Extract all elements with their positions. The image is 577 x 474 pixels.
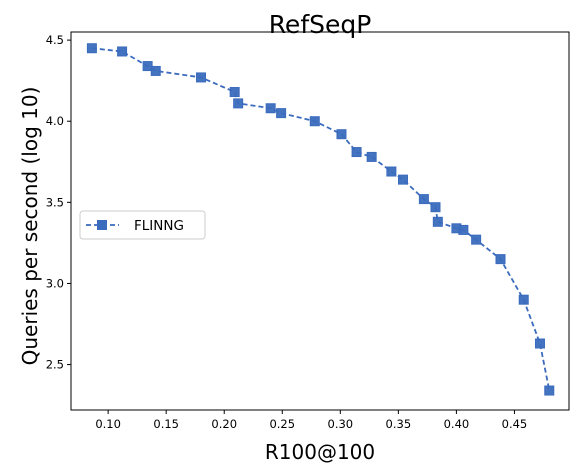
data-point — [229, 87, 240, 98]
series-layer — [86, 43, 555, 396]
data-point — [430, 202, 441, 213]
x-tick-label: 0.35 — [386, 417, 412, 431]
x-tick-label: 0.45 — [502, 417, 528, 431]
x-tick-label: 0.40 — [444, 417, 470, 431]
data-point — [458, 224, 469, 235]
x-tick-label: 0.20 — [211, 417, 237, 431]
data-point — [471, 234, 482, 245]
axis-ticks: 0.10 0.15 0.20 0.25 0.30 0.35 0.40 0.45 2.5 3.0 3.… — [46, 33, 528, 431]
data-point — [86, 43, 97, 54]
y-tick-label: 2.5 — [46, 358, 64, 372]
legend: FLINNG — [79, 210, 206, 240]
data-point — [386, 166, 397, 177]
chart-title: RefSeqP — [269, 10, 372, 39]
x-tick-label: 0.25 — [269, 417, 295, 431]
plot-frame — [70, 31, 570, 411]
x-axis-label: R100@100 — [265, 440, 375, 464]
data-point — [398, 174, 408, 185]
x-tick-label: 0.10 — [95, 417, 121, 431]
data-point — [196, 72, 207, 83]
data-point — [544, 385, 555, 396]
legend-marker-flinng — [97, 220, 107, 230]
data-point — [309, 116, 320, 127]
y-tick-label: 3.5 — [46, 195, 64, 209]
y-tick-label: 3.0 — [46, 276, 64, 290]
data-point — [265, 103, 276, 114]
data-point — [117, 46, 128, 57]
data-point — [150, 65, 161, 76]
data-point — [534, 338, 545, 349]
data-point — [276, 108, 287, 119]
data-point — [366, 151, 377, 162]
data-point — [518, 294, 529, 305]
data-point — [418, 194, 429, 205]
y-tick-label: 4.5 — [46, 33, 64, 47]
legend-box — [79, 210, 206, 240]
data-point — [233, 98, 244, 109]
x-tick-label: 0.30 — [328, 417, 354, 431]
data-point — [351, 147, 362, 158]
data-point — [336, 129, 347, 140]
x-tick-label: 0.15 — [153, 417, 179, 431]
y-tick-label: 4.0 — [46, 114, 64, 128]
data-point — [432, 216, 443, 227]
y-axis-label: Queries per second (log 10) — [18, 87, 42, 366]
data-point — [495, 254, 506, 265]
legend-label-flinng: FLINNG — [134, 218, 184, 234]
